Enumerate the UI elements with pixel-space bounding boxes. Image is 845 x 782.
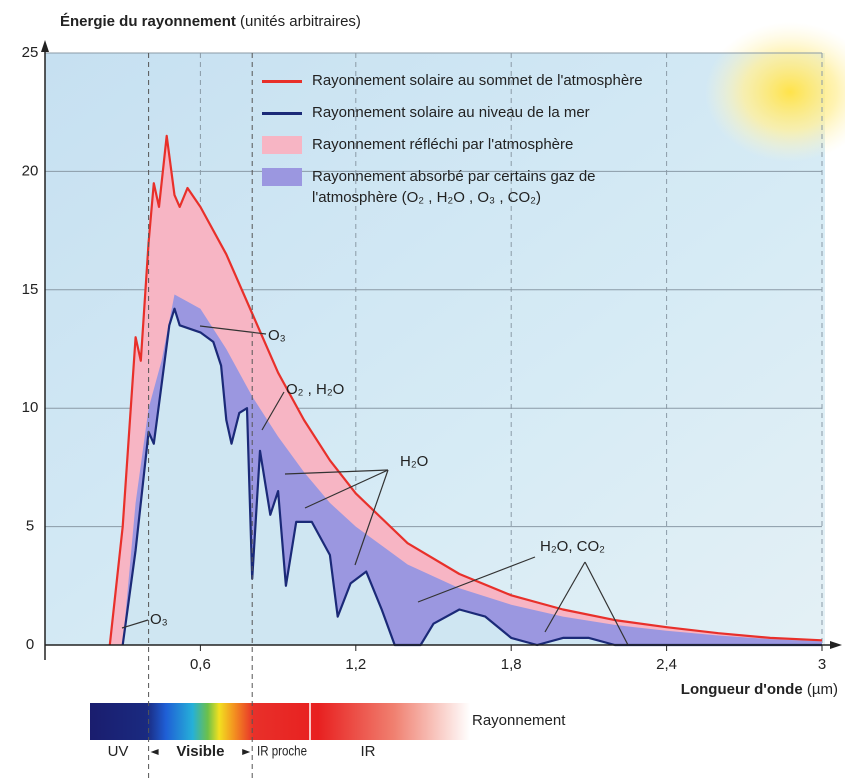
x-label: Longueur d'onde: [681, 681, 803, 698]
leader-line: [199, 325, 267, 335]
spectrum-band: IR: [361, 743, 376, 760]
spectrum-band: IR proche: [257, 743, 307, 759]
legend-key: [262, 104, 302, 122]
spectrum-label: Rayonnement: [472, 712, 566, 729]
sea-level-line: [121, 307, 822, 647]
sun: [705, 22, 845, 162]
x-tick-label: 1,8: [501, 656, 522, 673]
y-label: Énergie du rayonnement: [60, 13, 236, 30]
y-unit: (unités arbitraires): [240, 13, 361, 30]
x-axis-title: Longueur d'onde (µm): [681, 681, 838, 698]
legend-key: [262, 168, 302, 186]
plot: [45, 52, 823, 647]
y-tick-label: 10: [22, 399, 39, 416]
spectrum-band: Visible: [176, 743, 224, 760]
y-tick-label: 20: [22, 162, 39, 179]
spectrum-bar: [90, 703, 470, 740]
legend-entry: Rayonnement absorbé par certains gaz de …: [262, 168, 802, 208]
x-tick-label: 1,2: [345, 656, 366, 673]
leader-line: [304, 469, 389, 509]
leader-line: [121, 619, 149, 629]
legend-key: [262, 72, 302, 90]
leader-line: [544, 561, 586, 633]
leader-line: [284, 469, 389, 475]
y-axis-arrow: [41, 40, 49, 52]
leader-line: [417, 556, 536, 603]
legend-label: Rayonnement solaire au niveau de la mer: [312, 104, 590, 121]
annotation: H₂O, CO₂: [540, 538, 605, 555]
legend-key: [262, 136, 302, 154]
x-axis-arrow: [830, 641, 842, 649]
y-tick-label: 15: [22, 281, 39, 298]
annotation: O₃: [150, 611, 168, 628]
visible-arrow: [242, 749, 251, 755]
y-tick-label: 5: [26, 518, 34, 535]
y-axis-title: Énergie du rayonnement (unités arbitrair…: [60, 13, 361, 30]
legend-label: Rayonnement réfléchi par l'atmosphère: [312, 136, 574, 153]
x-tick-label: 3: [818, 656, 826, 673]
spectrum-band: UV: [108, 743, 129, 760]
sea-level-area: [122, 308, 822, 645]
annotation: O₃: [268, 327, 286, 344]
annotation: H₂O: [400, 453, 428, 470]
top-atmosphere-line: [108, 134, 823, 646]
legend-entry: Rayonnement solaire au niveau de la mer: [262, 104, 802, 123]
annotation: O₂ , H₂O: [286, 381, 344, 398]
x-unit: (µm): [807, 681, 838, 698]
y-tick-label: 25: [22, 44, 39, 61]
leader-line: [584, 561, 629, 646]
legend-label: Rayonnement absorbé par certains gaz de …: [312, 168, 596, 206]
x-tick-label: 2,4: [656, 656, 677, 673]
visible-arrow: [150, 749, 159, 755]
legend: Rayonnement solaire au sommet de l'atmos…: [262, 72, 802, 221]
legend-entry: Rayonnement réfléchi par l'atmosphère: [262, 136, 802, 155]
leader-line: [354, 469, 389, 566]
leader-line: [261, 391, 285, 431]
x-tick-label: 0,6: [190, 656, 211, 673]
y-tick-label: 0: [26, 636, 34, 653]
legend-label: Rayonnement solaire au sommet de l'atmos…: [312, 72, 643, 89]
legend-entry: Rayonnement solaire au sommet de l'atmos…: [262, 72, 802, 91]
